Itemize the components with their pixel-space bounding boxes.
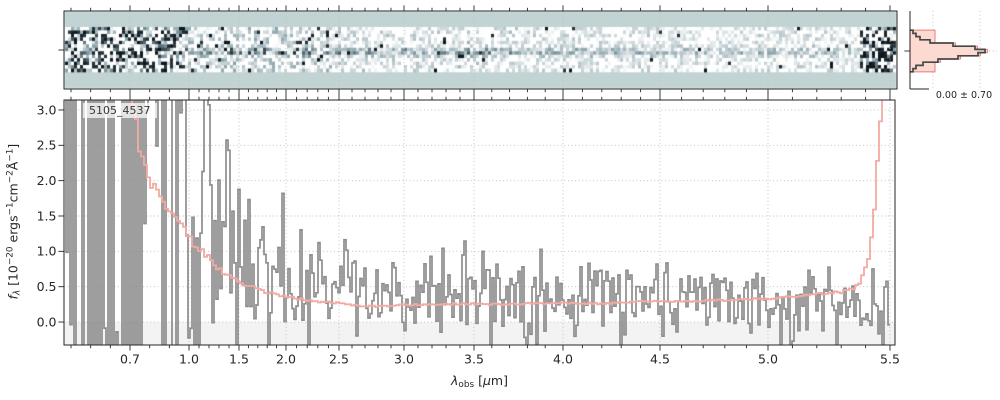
axis-label-segment: −2 [5,170,16,184]
axis-label-segment: [10 [5,265,21,290]
axis-label-segment: μ [482,373,491,388]
axis-label-segment: λ [12,289,23,296]
x-tick-label: 3.5 [464,352,484,367]
axis-label-segment: −1 [5,202,16,216]
x-tick-label: 5.5 [880,352,900,367]
x-tick-label: 1.0 [179,352,199,367]
y-tick-label: 0.5 [37,279,57,294]
axis-label-segment: ergs [5,215,21,247]
axis-label-segment: cm [5,183,21,203]
y-tick-label: 2.0 [37,173,57,188]
source-id-label: 5105_4537 [83,103,157,118]
axis-label-segment: λ [451,373,459,388]
y-tick-label: 1.0 [37,244,57,259]
axis-label-segment: f [5,295,21,300]
x-tick-label: 0.7 [120,352,140,367]
axis-label-segment: Å [5,161,21,171]
x-tick-label: 2.5 [329,352,349,367]
x-tick-label: 4.0 [553,352,573,367]
y-tick-label: 3.0 [37,102,57,117]
axis-label-segment: [ [474,373,483,388]
hist-stats-label: 0.00 ± 0.70 [935,90,993,101]
x-tick-label: 5.0 [758,352,778,367]
y-axis-label: fλ [10−20 ergs−1cm−2Å−1] [5,62,22,382]
x-tick-label: 3.0 [394,352,414,367]
axis-label-segment: −20 [5,246,16,266]
axis-label-segment: −1 [5,148,16,162]
axis-label-segment: m] [490,373,508,388]
x-axis-label: λobs [μm] [64,373,895,390]
x-tick-label: 4.5 [650,352,670,367]
y-tick-label: 1.5 [37,208,57,223]
x-tick-label: 1.5 [229,352,249,367]
axis-label-segment: ] [5,143,21,149]
axis-label-segment: obs [458,380,475,391]
y-tick-label: 2.5 [37,138,57,153]
x-tick-label: 2.0 [276,352,296,367]
y-tick-label: 0.0 [37,314,57,329]
